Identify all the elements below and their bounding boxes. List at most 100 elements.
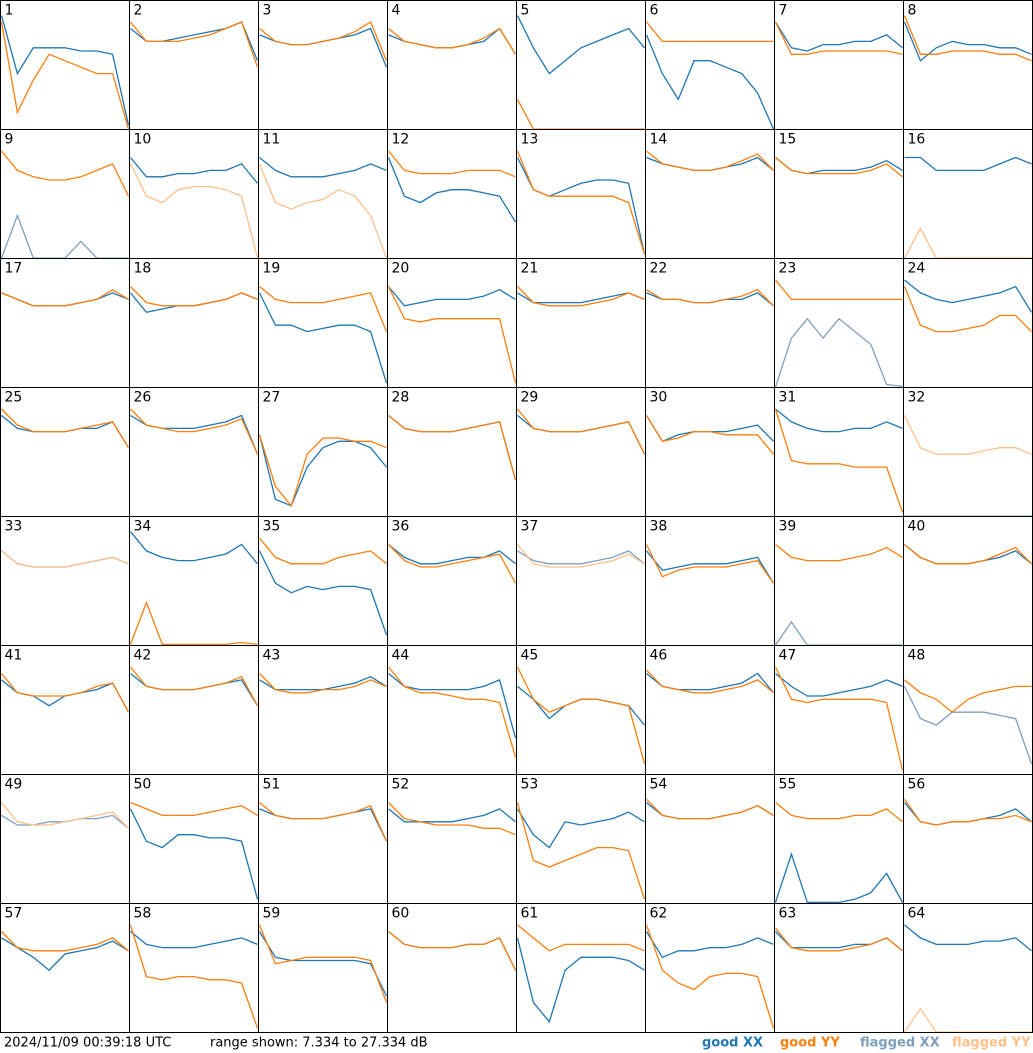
panel-label: 58 — [134, 906, 152, 922]
panel-label: 13 — [521, 132, 539, 148]
spectrum-yy — [388, 414, 517, 481]
spectrum-yy — [259, 801, 388, 842]
panel — [646, 798, 774, 820]
panel-label: 18 — [134, 261, 152, 277]
panel-label: 46 — [650, 648, 668, 664]
panel-label: 32 — [908, 390, 926, 406]
spectrum-yy — [0, 21, 130, 130]
panel — [645, 21, 775, 130]
spectrum-xx — [517, 292, 645, 304]
panel — [645, 415, 775, 455]
spectrum-yy — [258, 163, 388, 259]
panel-label: 42 — [134, 648, 152, 664]
spectrum-xx — [903, 21, 1032, 62]
spectrum-yy — [1, 408, 130, 449]
panel — [0, 15, 130, 130]
panel-label: 1 — [5, 3, 14, 19]
legend-entry: flagged YY — [952, 1036, 1031, 1051]
panel — [388, 543, 517, 584]
spectrum-yy — [259, 285, 388, 332]
panel — [1, 408, 130, 449]
panel-label: 24 — [908, 261, 926, 277]
spectrum-yy — [516, 666, 646, 764]
panel — [774, 21, 903, 55]
panel-label: 27 — [263, 390, 281, 406]
range-label: range shown: 7.334 to 27.334 dB — [210, 1036, 428, 1051]
spectrum-xx — [904, 279, 1033, 313]
spectrum-yy — [645, 544, 775, 584]
spectrum-yy — [903, 286, 1032, 333]
panel-label: 44 — [392, 648, 410, 664]
spectrum-xx — [516, 15, 646, 75]
panel — [903, 798, 1032, 826]
panel-label: 2 — [134, 3, 143, 19]
panel-label: 16 — [908, 132, 926, 148]
panel — [646, 150, 774, 172]
panel — [0, 802, 129, 829]
spectrum-xx — [775, 672, 903, 697]
spectrum-yy — [387, 150, 516, 178]
panel — [129, 157, 259, 259]
panel — [388, 802, 516, 836]
panel-label: 17 — [5, 261, 23, 277]
panel — [258, 434, 388, 508]
panel-label: 34 — [134, 519, 152, 535]
panel — [0, 673, 130, 713]
legend-entry: flagged XX — [860, 1036, 940, 1051]
spectrum-yy — [516, 544, 645, 568]
spectrum-yy — [646, 798, 774, 820]
spectrum-xx — [516, 937, 645, 1024]
panel — [129, 286, 258, 314]
panel — [1, 550, 129, 568]
spectrum-yy — [903, 15, 1032, 62]
spectrum-xx — [258, 931, 388, 997]
spectrum-xx — [388, 808, 516, 823]
panel-label: 60 — [392, 906, 410, 922]
panel-label: 48 — [908, 648, 926, 664]
panel-label: 25 — [5, 390, 23, 406]
panel-label: 64 — [908, 906, 926, 922]
spectrum-xx — [258, 292, 388, 384]
spectrum-yy — [259, 673, 387, 694]
panel-label: 8 — [908, 3, 917, 19]
spectrum-xx — [903, 686, 1033, 765]
spectrum-xx — [388, 672, 517, 739]
panel-label: 3 — [263, 3, 272, 19]
panel — [904, 543, 1032, 565]
panel-label: 22 — [650, 261, 668, 277]
spectrum-yy — [645, 924, 775, 1029]
spectrum-xx — [774, 21, 903, 52]
panel-label: 26 — [134, 390, 152, 406]
panel — [516, 924, 645, 1024]
spectrum-yy — [130, 286, 258, 307]
panel-label: 31 — [779, 390, 797, 406]
panel — [774, 801, 904, 904]
spectrum-yy — [0, 150, 130, 197]
spectrum-yy — [903, 415, 1032, 455]
spectrum-xx — [0, 15, 130, 126]
panel-label: 52 — [392, 777, 410, 793]
panel — [774, 279, 903, 388]
spectrum-xx — [516, 808, 645, 849]
panel — [387, 150, 517, 223]
spectrum-xx — [645, 931, 774, 959]
panel — [516, 666, 646, 764]
spectrum-xx — [645, 550, 775, 584]
spectrum-yy — [774, 408, 904, 513]
panel-label: 43 — [263, 648, 281, 664]
panel — [129, 801, 259, 900]
panel — [387, 666, 517, 758]
spectrum-yy — [517, 286, 645, 307]
spectrum-yy — [130, 801, 258, 817]
panel-label: 15 — [779, 132, 797, 148]
panel-label: 14 — [650, 132, 668, 148]
panel-label: 35 — [263, 519, 281, 535]
spectrum-yy — [775, 801, 903, 823]
panel — [129, 531, 259, 646]
spectrum-xx — [129, 531, 259, 565]
panel — [129, 666, 259, 707]
panel-label: 54 — [650, 777, 668, 793]
panel — [258, 924, 388, 1003]
panel-label: 47 — [779, 648, 797, 664]
